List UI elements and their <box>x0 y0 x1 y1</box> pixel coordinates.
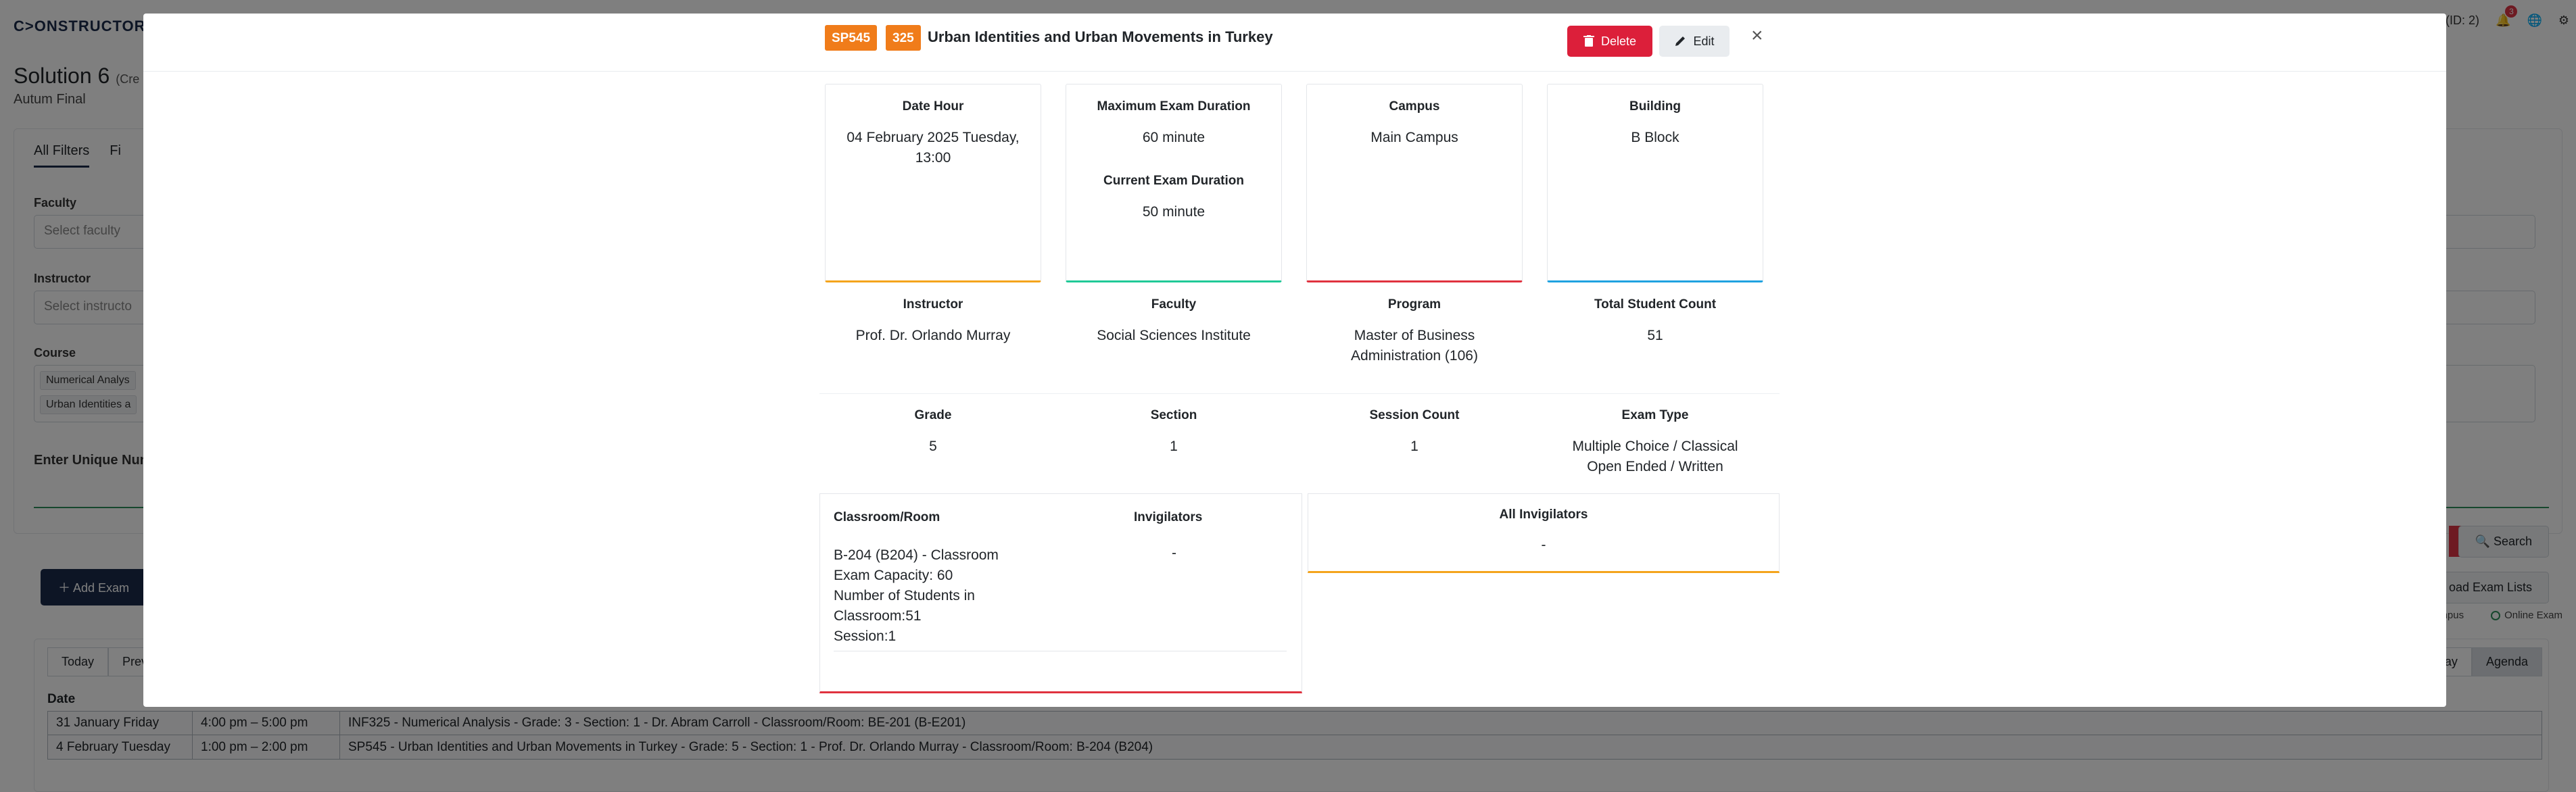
delete-button[interactable]: Delete <box>1567 26 1652 57</box>
exam-type-cell: Exam Type Multiple Choice / Classical Op… <box>1547 408 1763 477</box>
max-duration-value: 60 minute <box>1142 130 1206 145</box>
program-cell: Program Master of Business Administratio… <box>1306 297 1523 366</box>
edit-button[interactable]: Edit <box>1659 26 1730 57</box>
all-invigilators-box: All Invigilators - <box>1308 493 1780 573</box>
delete-label: Delete <box>1600 34 1637 48</box>
program-value: Master of Business Administration (106) <box>1351 328 1478 364</box>
faculty-cell: Faculty Social Sciences Institute <box>1066 297 1282 346</box>
section-label: Section <box>1150 408 1197 422</box>
grade-cell: Grade 5 <box>825 408 1041 457</box>
student-count-label: Total Student Count <box>1594 297 1717 312</box>
faculty-value: Social Sciences Institute <box>1097 328 1251 343</box>
section-cell: Section 1 <box>1066 408 1282 457</box>
grade-label: Grade <box>914 408 952 422</box>
course-number-badge: 325 <box>886 25 921 51</box>
student-count-cell: Total Student Count 51 <box>1547 297 1763 346</box>
modal-header: SP545 325 Urban Identities and Urban Mov… <box>143 14 2446 72</box>
building-value: B Block <box>1631 130 1679 145</box>
faculty-label: Faculty <box>1151 297 1197 312</box>
current-duration-label: Current Exam Duration <box>1103 174 1244 188</box>
course-code-badge: SP545 <box>825 25 878 51</box>
building-label: Building <box>1629 99 1681 114</box>
duration-card: Maximum Exam Duration 60 minute Current … <box>1066 84 1282 282</box>
classroom-line: Session:1 <box>834 628 897 644</box>
campus-card: Campus Main Campus <box>1306 84 1523 282</box>
classroom-label: Classroom/Room <box>834 510 940 524</box>
instructor-value: Prof. Dr. Orlando Murray <box>855 328 1011 343</box>
instructor-label: Instructor <box>903 297 963 312</box>
exam-type-value: Multiple Choice / Classical Open Ended /… <box>1572 439 1738 474</box>
exam-type-label: Exam Type <box>1621 408 1689 422</box>
session-count-value: 1 <box>1410 439 1418 454</box>
invigilators-label: Invigilators <box>1134 510 1203 524</box>
building-card: Building B Block <box>1547 84 1763 282</box>
date-hour-value: 04 February 2025 Tuesday, 13:00 <box>846 130 1020 166</box>
instructor-cell: Instructor Prof. Dr. Orlando Murray <box>825 297 1041 346</box>
close-icon[interactable]: × <box>1751 24 1763 47</box>
campus-value: Main Campus <box>1370 130 1458 145</box>
session-count-cell: Session Count 1 <box>1306 408 1523 457</box>
date-hour-label: Date Hour <box>902 99 964 114</box>
all-invigilators-label: All Invigilators <box>1499 508 1588 522</box>
date-hour-card: Date Hour 04 February 2025 Tuesday, 13:0… <box>825 84 1041 282</box>
section-value: 1 <box>1170 439 1178 454</box>
student-count-value: 51 <box>1647 328 1663 343</box>
classroom-details: B-204 (B204) - Classroom Exam Capacity: … <box>834 545 1009 647</box>
pencil-icon <box>1675 36 1686 46</box>
session-count-label: Session Count <box>1369 408 1460 422</box>
program-label: Program <box>1387 297 1441 312</box>
invigilators-value: - <box>1172 545 1176 561</box>
section-divider <box>819 393 1780 394</box>
classroom-line: B-204 (B204) - Classroom <box>834 547 999 563</box>
edit-label: Edit <box>1693 34 1715 48</box>
exam-detail-modal: SP545 325 Urban Identities and Urban Mov… <box>143 14 2446 707</box>
classroom-line: Exam Capacity: 60 <box>834 568 953 583</box>
modal-title: Urban Identities and Urban Movements in … <box>928 28 1273 45</box>
current-duration-value: 50 minute <box>1142 204 1206 220</box>
classroom-line: Number of Students in Classroom:51 <box>834 588 975 624</box>
campus-label: Campus <box>1389 99 1440 114</box>
max-duration-label: Maximum Exam Duration <box>1097 99 1251 114</box>
grade-value: 5 <box>929 439 937 454</box>
trash-icon <box>1583 35 1594 47</box>
classroom-box: Classroom/Room Invigilators B-204 (B204)… <box>819 493 1302 693</box>
all-invigilators-value: - <box>1541 537 1546 553</box>
